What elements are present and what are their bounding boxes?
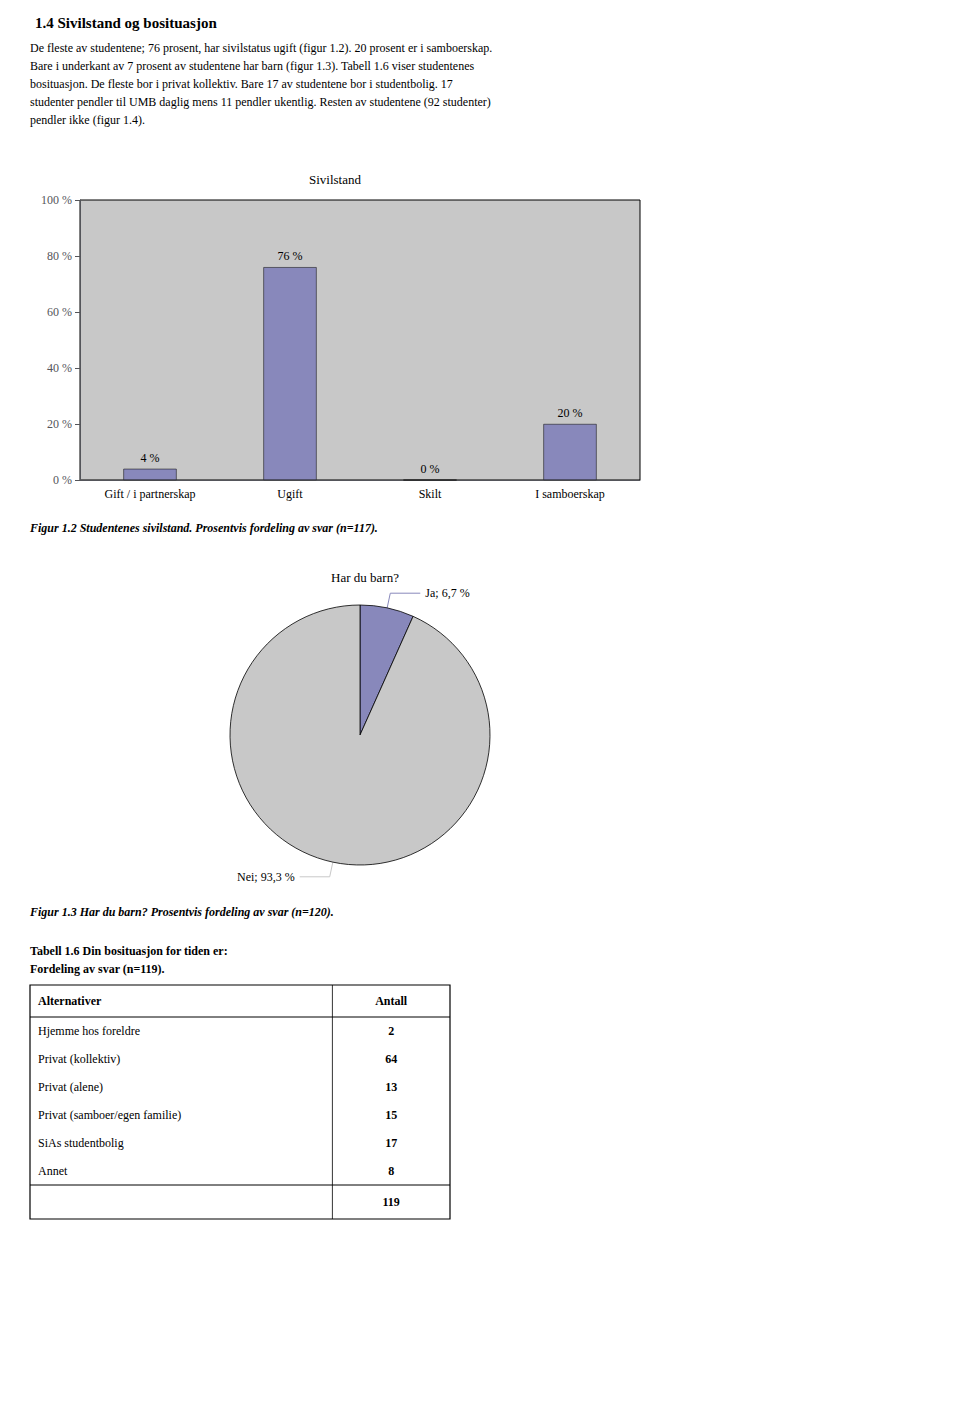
svg-text:20 %: 20 % [558, 406, 583, 420]
svg-text:Gift / i partnerskap: Gift / i partnerskap [105, 487, 196, 501]
svg-text:13: 13 [385, 1080, 397, 1094]
svg-text:studenter pendler til UMB dagl: studenter pendler til UMB daglig mens 11… [30, 95, 491, 109]
svg-text:Nei; 93,3 %: Nei; 93,3 % [237, 870, 295, 884]
svg-text:0 %: 0 % [53, 473, 72, 487]
svg-text:8: 8 [388, 1164, 394, 1178]
svg-text:64: 64 [385, 1052, 397, 1066]
svg-text:Alternativer: Alternativer [38, 994, 102, 1008]
svg-text:0 %: 0 % [421, 462, 440, 476]
svg-text:Annet: Annet [38, 1164, 68, 1178]
svg-text:2: 2 [388, 1024, 394, 1038]
svg-text:SiAs studentbolig: SiAs studentbolig [38, 1136, 124, 1150]
svg-text:Privat (kollektiv): Privat (kollektiv) [38, 1052, 120, 1066]
svg-text:pendler ikke (figur 1.4).: pendler ikke (figur 1.4). [30, 113, 145, 127]
svg-text:Ugift: Ugift [277, 487, 303, 501]
svg-text:Har du barn?: Har du barn? [331, 570, 399, 585]
svg-text:Fordeling av svar (n=119).: Fordeling av svar (n=119). [30, 962, 165, 976]
svg-text:Tabell 1.6 Din bosituasjon for: Tabell 1.6 Din bosituasjon for tiden er: [30, 944, 228, 958]
svg-text:17: 17 [385, 1136, 397, 1150]
svg-text:Skilt: Skilt [419, 487, 442, 501]
svg-text:Sivilstand: Sivilstand [309, 172, 362, 187]
svg-text:Antall: Antall [375, 994, 408, 1008]
svg-text:76 %: 76 % [278, 249, 303, 263]
svg-text:4 %: 4 % [141, 451, 160, 465]
svg-text:Figur 1.3 Har du barn? Prosent: Figur 1.3 Har du barn? Prosentvis fordel… [29, 905, 334, 919]
svg-text:1.4 Sivilstand og bosituasjon: 1.4 Sivilstand og bosituasjon [35, 15, 217, 31]
svg-text:119: 119 [383, 1195, 400, 1209]
svg-text:Hjemme hos foreldre: Hjemme hos foreldre [38, 1024, 140, 1038]
svg-text:80 %: 80 % [47, 249, 72, 263]
svg-text:40 %: 40 % [47, 361, 72, 375]
svg-text:Privat (samboer/egen familie): Privat (samboer/egen familie) [38, 1108, 181, 1122]
svg-text:100 %: 100 % [41, 193, 72, 207]
svg-text:20 %: 20 % [47, 417, 72, 431]
svg-text:Privat (alene): Privat (alene) [38, 1080, 103, 1094]
svg-text:Ja; 6,7 %: Ja; 6,7 % [425, 586, 469, 600]
svg-text:60 %: 60 % [47, 305, 72, 319]
svg-text:Figur 1.2 Studentenes sivilsta: Figur 1.2 Studentenes sivilstand. Prosen… [29, 521, 378, 535]
svg-text:15: 15 [385, 1108, 397, 1122]
svg-text:bosituasjon. De fleste bor i p: bosituasjon. De fleste bor i privat koll… [30, 77, 453, 91]
svg-text:De fleste av studentene; 76 pr: De fleste av studentene; 76 prosent, har… [30, 41, 492, 55]
svg-text:Bare i underkant av 7 prosent: Bare i underkant av 7 prosent av student… [30, 59, 474, 73]
svg-text:I samboerskap: I samboerskap [535, 487, 605, 501]
